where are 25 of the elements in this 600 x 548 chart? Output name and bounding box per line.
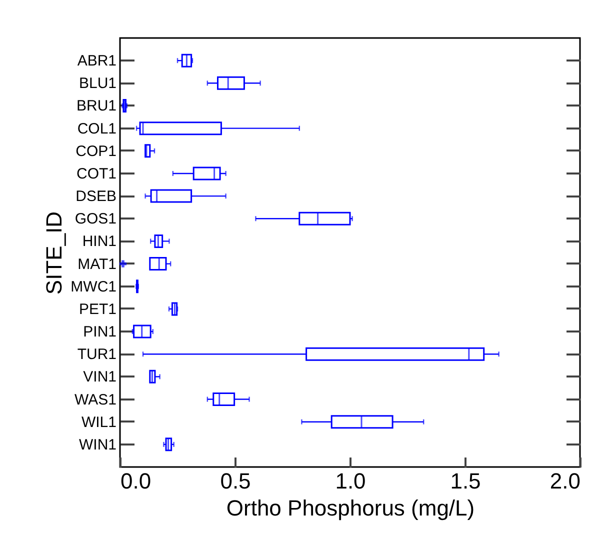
x-tick-label: 1.5 [450,468,481,494]
y-tick-label: ABR1 [77,52,116,70]
x-axis-title: Ortho Phosphorus (mg/L) [226,496,475,520]
y-tick-label: COL1 [77,120,116,138]
y-tick-label: DSEB [76,188,116,206]
y-tick-label: VIN1 [83,368,116,386]
y-tick-label: PET1 [78,300,116,318]
y-tick-label: GOS1 [74,210,116,228]
x-tick-label: 1.0 [335,468,366,494]
y-tick-label: MWC1 [70,278,116,296]
y-tick-label: HIN1 [82,233,116,250]
y-tick-label: PIN1 [83,324,116,341]
y-tick-label: COP1 [76,142,116,160]
y-tick-label: WAS1 [74,391,116,408]
y-tick-label: WIN1 [79,436,116,454]
x-tick-label: 2.0 [550,468,580,494]
y-tick-label: TUR1 [77,346,116,364]
y-axis-title: SITE_ID [42,211,67,295]
y-tick-label: BLU1 [78,75,116,92]
y-tick-label: WIL1 [81,414,116,431]
x-tick-label: 0.5 [220,468,251,494]
y-tick-label: COT1 [76,165,116,182]
x-tick-label: 0.0 [120,468,152,494]
y-tick-label: BRU1 [76,98,116,115]
y-tick-label: MAT1 [78,256,116,273]
